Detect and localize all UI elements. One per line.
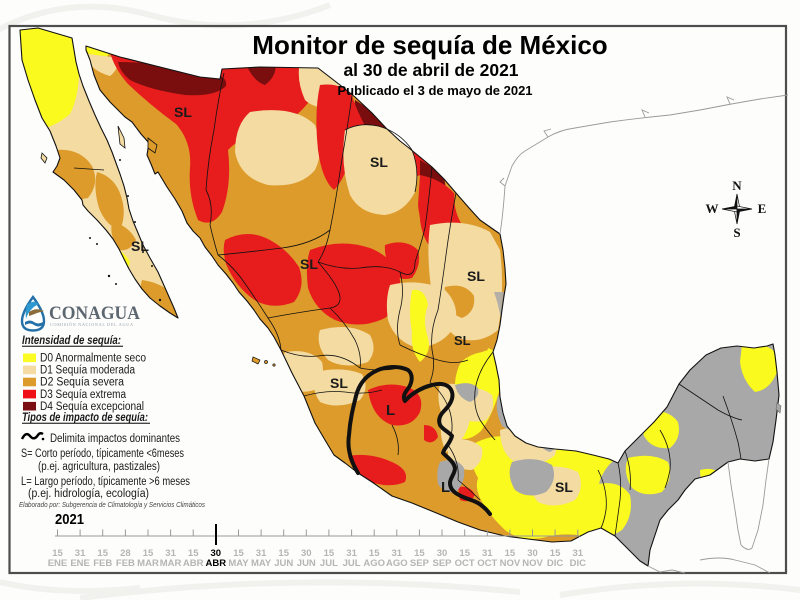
svg-text:31: 31 [346,548,357,559]
svg-text:Intensidad de sequía:: Intensidad de sequía: [22,333,121,347]
svg-text:SL: SL [555,479,573,495]
svg-text:JUL: JUL [320,558,338,569]
svg-text:JUN: JUN [274,558,293,569]
svg-text:SL: SL [174,104,192,120]
svg-text:L: L [386,402,395,419]
svg-text:JUL: JUL [343,558,361,569]
svg-text:SEP: SEP [410,558,430,569]
svg-text:OCT: OCT [455,558,475,569]
svg-text:15: 15 [278,548,289,559]
svg-text:(p.ej. hidrología, ecología): (p.ej. hidrología, ecología) [28,488,149,500]
svg-text:AGO: AGO [386,558,408,569]
svg-text:AGO: AGO [363,558,385,569]
svg-text:15: 15 [52,548,63,559]
svg-text:(p.ej. agricultura, pastizales: (p.ej. agricultura, pastizales) [38,461,160,473]
svg-text:NOV: NOV [500,558,521,569]
svg-text:JUN: JUN [297,558,316,569]
svg-text:28: 28 [120,548,131,559]
svg-text:30: 30 [211,548,222,559]
svg-text:SL: SL [300,256,318,272]
svg-text:15: 15 [369,548,380,559]
svg-text:30: 30 [301,548,312,559]
svg-text:D2 Sequía severa: D2 Sequía severa [40,377,125,389]
svg-text:Monitor de sequía de México: Monitor de sequía de México [252,30,607,60]
svg-text:L: L [441,479,450,496]
svg-text:ENE: ENE [48,558,68,569]
svg-text:SL: SL [454,333,471,348]
svg-text:NOV: NOV [522,558,543,569]
svg-text:Delimita impactos dominantes: Delimita impactos dominantes [50,433,180,445]
svg-text:30: 30 [527,548,538,559]
svg-text:S= Corto período, típicamente: S= Corto período, típicamente <6meses [21,448,184,460]
svg-text:D0 Anormalmente seco: D0 Anormalmente seco [40,353,146,365]
svg-text:15: 15 [97,548,108,559]
svg-text:31: 31 [482,548,493,559]
svg-text:L= Largo período, típicamente: L= Largo período, típicamente >6 meses [21,476,190,488]
svg-text:Tipos de impacto de sequía:: Tipos de impacto de sequía: [22,410,148,424]
svg-text:MAY: MAY [251,558,272,569]
svg-text:MAR: MAR [137,558,159,569]
svg-text:S: S [733,225,740,240]
svg-text:15: 15 [233,548,244,559]
svg-text:15: 15 [505,548,516,559]
svg-text:15: 15 [550,548,561,559]
svg-text:15: 15 [459,548,470,559]
svg-text:D1 Sequía moderada: D1 Sequía moderada [40,365,136,377]
svg-text:DIC: DIC [547,558,564,569]
svg-text:ABR: ABR [183,558,204,569]
svg-text:SL: SL [467,268,485,284]
svg-text:Elaborado por: Subgerencia de: Elaborado por: Subgerencia de Climatolog… [19,502,205,509]
svg-text:Publicado el 3 de mayo de 2021: Publicado el 3 de mayo de 2021 [337,83,532,98]
svg-text:ENE: ENE [70,558,90,569]
svg-text:OCT: OCT [477,558,497,569]
svg-text:W: W [706,201,719,216]
svg-text:SL: SL [330,375,348,391]
svg-text:SL: SL [131,238,149,254]
svg-text:N: N [732,178,742,193]
svg-text:MAR: MAR [160,558,182,569]
svg-text:SL: SL [370,154,388,170]
svg-text:FEB: FEB [93,558,112,569]
svg-text:15: 15 [324,548,335,559]
svg-text:COMISIÓN NACIONAL DEL AGUA: COMISIÓN NACIONAL DEL AGUA [50,322,133,327]
svg-text:31: 31 [256,548,267,559]
svg-text:31: 31 [165,548,176,559]
svg-text:DIC: DIC [570,558,587,569]
svg-text:30: 30 [437,548,448,559]
svg-text:31: 31 [573,548,584,559]
svg-text:E: E [758,201,767,216]
svg-text:CONAGUA: CONAGUA [49,304,141,324]
svg-text:2021: 2021 [55,512,84,528]
svg-text:15: 15 [414,548,425,559]
svg-text:FEB: FEB [116,558,135,569]
svg-text:15: 15 [188,548,199,559]
svg-text:31: 31 [75,548,86,559]
svg-text:D4 Sequía excepcional: D4 Sequía excepcional [40,401,144,413]
svg-text:31: 31 [392,548,403,559]
svg-text:ABR: ABR [206,558,227,569]
svg-text:MAY: MAY [228,558,249,569]
svg-text:D3 Sequía extrema: D3 Sequía extrema [40,389,127,401]
svg-text:SEP: SEP [432,558,452,569]
svg-text:15: 15 [143,548,154,559]
svg-text:al 30 de abril de 2021: al 30 de abril de 2021 [343,60,518,80]
